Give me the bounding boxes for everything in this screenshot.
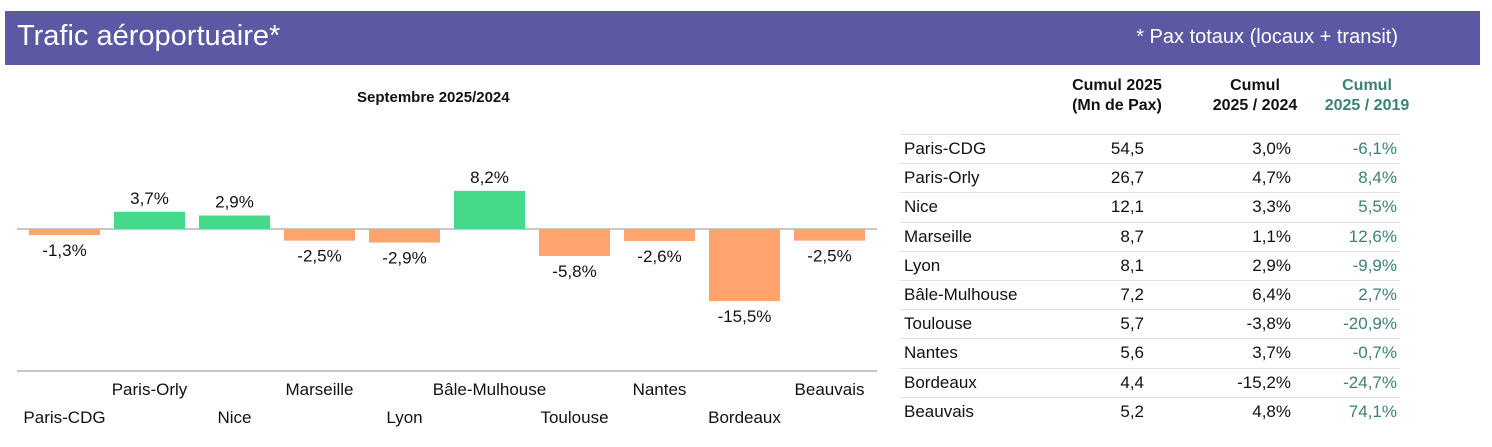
airport-name: Bâle-Mulhouse xyxy=(904,284,1018,304)
cumul-2019-value: -24,7% xyxy=(1343,372,1397,392)
tick-label-7: Nantes xyxy=(633,380,687,399)
cumul-pax-value: 5,2 xyxy=(1120,401,1144,421)
data-label-4: -2,9% xyxy=(382,248,426,267)
cumul-pax-value: 12,1 xyxy=(1110,197,1144,217)
tick-label-5: Bâle-Mulhouse xyxy=(433,380,546,399)
data-label-3: -2,5% xyxy=(297,247,341,266)
bar-8 xyxy=(709,229,780,302)
header-cumul-2019: Cumul 2025 / 2019 xyxy=(1307,76,1427,116)
cumul-pax-value: 26,7 xyxy=(1110,168,1144,188)
bar-1 xyxy=(114,211,185,229)
cumul-2024-value: 1,1% xyxy=(1252,226,1291,246)
table-row: Toulouse 5,7 -3,8% -20,9% xyxy=(900,309,1400,338)
header-cumul-2019-line1: Cumul xyxy=(1342,77,1392,94)
data-label-6: -5,8% xyxy=(552,262,596,281)
cumul-2019-value: 12,6% xyxy=(1348,226,1397,246)
table-row: Bordeaux 4,4 -15,2% -24,7% xyxy=(900,367,1400,397)
page-title: Trafic aéroportuaire* xyxy=(17,20,281,52)
header-banner: Trafic aéroportuaire* * Pax totaux (loca… xyxy=(5,11,1480,65)
cumul-2019-value: 8,4% xyxy=(1358,168,1397,188)
header-cumul-2019-line2: 2025 / 2019 xyxy=(1324,97,1410,114)
bar-3 xyxy=(284,229,355,241)
tick-label-6: Toulouse xyxy=(540,408,608,427)
cumul-2024-value: 4,7% xyxy=(1252,168,1291,188)
airport-name: Marseille xyxy=(904,226,973,246)
bar-2 xyxy=(199,215,270,229)
tick-label-4: Lyon xyxy=(386,408,422,427)
cumul-2024-value: 4,8% xyxy=(1252,401,1291,421)
table-row: Beauvais 5,2 4,8% 74,1% xyxy=(900,396,1400,426)
cumul-2024-value: 3,7% xyxy=(1252,343,1291,363)
airport-name: Toulouse xyxy=(904,314,973,334)
cumul-2024-value: 6,4% xyxy=(1252,284,1291,304)
table-row: Bâle-Mulhouse 7,2 6,4% 2,7% xyxy=(900,279,1400,309)
data-label-5: 8,2% xyxy=(470,168,509,187)
table-row: Paris-Orly 26,7 4,7% 8,4% xyxy=(900,163,1400,192)
tick-label-2: Nice xyxy=(217,408,251,427)
header-cumul-pax-line2: (Mn de Pax) xyxy=(1072,97,1162,114)
header-cumul-2024-line2: 2025 / 2024 xyxy=(1212,97,1298,114)
data-label-2: 2,9% xyxy=(215,193,254,212)
cumul-2019-value: -20,9% xyxy=(1343,314,1397,334)
table-row: Paris-CDG 54,5 3,0% -6,1% xyxy=(900,134,1400,163)
cumul-2024-value: 3,3% xyxy=(1252,197,1291,217)
cumul-2024-value: 3,0% xyxy=(1252,139,1291,158)
header-cumul-2024: Cumul 2025 / 2024 xyxy=(1195,76,1315,116)
cumul-2019-value: -0,7% xyxy=(1352,343,1397,363)
airport-name: Paris-CDG xyxy=(904,139,987,158)
data-label-0: -1,3% xyxy=(42,241,86,260)
cumul-2019-value: 5,5% xyxy=(1358,197,1397,217)
tick-label-3: Marseille xyxy=(285,380,353,399)
airport-name: Bordeaux xyxy=(904,372,977,392)
cumul-2019-value: 74,1% xyxy=(1348,401,1397,421)
data-label-8: -15,5% xyxy=(718,307,772,326)
cumul-2019-value: -6,1% xyxy=(1352,139,1397,158)
summary-table: Paris-CDG 54,5 3,0% -6,1% Paris-Orly 26,7 4,7%… xyxy=(900,134,1400,426)
table-row: Lyon 8,1 2,9% -9,9% xyxy=(900,250,1400,280)
bar-9 xyxy=(794,229,865,241)
data-label-1: 3,7% xyxy=(130,189,169,208)
airport-name: Nantes xyxy=(904,343,958,363)
cumul-pax-value: 54,5 xyxy=(1110,139,1144,158)
airport-name: Lyon xyxy=(904,255,941,275)
cumul-pax-value: 4,4 xyxy=(1120,372,1144,392)
airport-name: Beauvais xyxy=(904,401,974,421)
bar-chart: -1,3% Paris-CDG 3,7% Paris-Orly 2,9% Nice -2,5… xyxy=(17,168,877,427)
table-row: Nantes 5,6 3,7% -0,7% xyxy=(900,338,1400,367)
table-row: Nice 12,1 3,3% 5,5% xyxy=(900,192,1400,221)
bar-7 xyxy=(624,229,695,242)
cumul-pax-value: 8,1 xyxy=(1120,255,1144,275)
cumul-2019-value: -9,9% xyxy=(1352,255,1397,275)
cumul-2019-value: 2,7% xyxy=(1358,284,1397,304)
bar-4 xyxy=(369,229,440,243)
header-cumul-pax: Cumul 2025 (Mn de Pax) xyxy=(1052,76,1182,116)
header-note: * Pax totaux (locaux + transit) xyxy=(1136,26,1398,48)
cumul-2024-value: -15,2% xyxy=(1237,372,1291,392)
table-row: Marseille 8,7 1,1% 12,6% xyxy=(900,221,1400,251)
tick-label-1: Paris-Orly xyxy=(112,380,188,399)
cumul-pax-value: 7,2 xyxy=(1120,284,1144,304)
bar-0 xyxy=(29,229,100,236)
chart-title: Septembre 2025/2024 xyxy=(357,89,510,106)
data-label-7: -2,6% xyxy=(637,247,681,266)
bar-6 xyxy=(539,229,610,256)
cumul-2024-value: 2,9% xyxy=(1252,255,1291,275)
airport-name: Nice xyxy=(904,197,939,217)
tick-label-8: Bordeaux xyxy=(708,408,781,427)
cumul-2024-value: -3,8% xyxy=(1246,314,1291,334)
data-label-9: -2,5% xyxy=(807,247,851,266)
cumul-pax-value: 5,7 xyxy=(1120,314,1144,334)
header-cumul-pax-line1: Cumul 2025 xyxy=(1072,77,1162,94)
tick-label-9: Beauvais xyxy=(795,380,865,399)
cumul-pax-value: 8,7 xyxy=(1120,226,1144,246)
bar-5 xyxy=(454,190,525,229)
header-cumul-2024-line1: Cumul xyxy=(1230,77,1280,94)
airport-name: Paris-Orly xyxy=(904,168,980,188)
cumul-pax-value: 5,6 xyxy=(1120,343,1144,363)
tick-label-0: Paris-CDG xyxy=(23,408,105,427)
